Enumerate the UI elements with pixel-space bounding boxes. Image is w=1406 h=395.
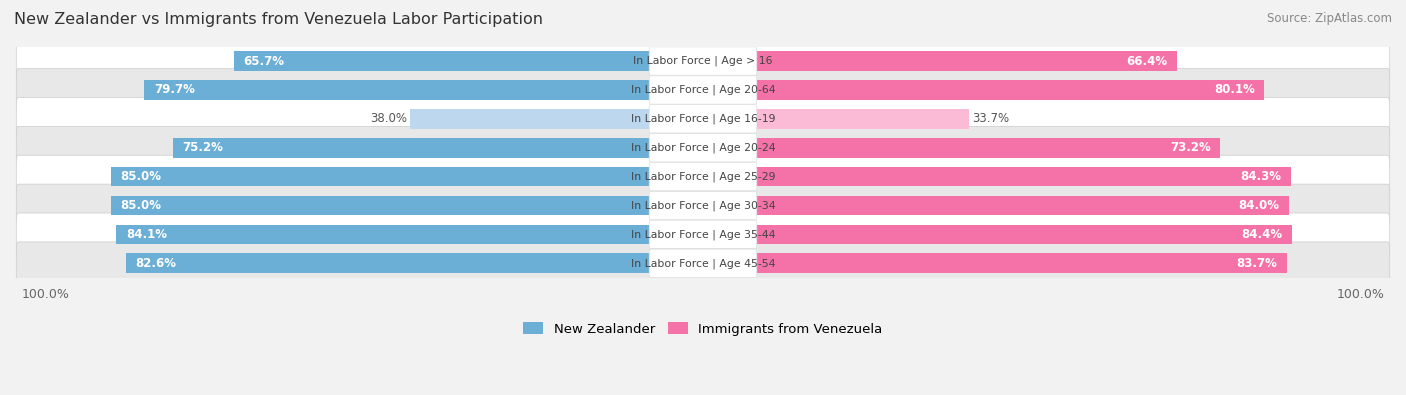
Bar	[754, 51, 1177, 71]
FancyBboxPatch shape	[17, 69, 1389, 111]
Text: Source: ZipAtlas.com: Source: ZipAtlas.com	[1267, 12, 1392, 25]
Text: In Labor Force | Age 35-44: In Labor Force | Age 35-44	[631, 229, 775, 240]
Bar	[754, 196, 1289, 215]
Bar	[145, 80, 652, 100]
Bar	[117, 225, 652, 244]
Bar	[173, 138, 652, 158]
Bar	[754, 225, 1292, 244]
Bar	[111, 167, 652, 186]
Text: In Labor Force | Age 20-64: In Labor Force | Age 20-64	[631, 85, 775, 95]
FancyBboxPatch shape	[17, 155, 1389, 198]
FancyBboxPatch shape	[650, 134, 756, 162]
Text: 84.0%: 84.0%	[1239, 199, 1279, 212]
Text: 85.0%: 85.0%	[120, 170, 162, 183]
Text: 38.0%: 38.0%	[370, 112, 406, 125]
Text: New Zealander vs Immigrants from Venezuela Labor Participation: New Zealander vs Immigrants from Venezue…	[14, 12, 543, 27]
FancyBboxPatch shape	[17, 184, 1389, 227]
FancyBboxPatch shape	[650, 220, 756, 248]
Text: 83.7%: 83.7%	[1237, 257, 1278, 270]
FancyBboxPatch shape	[17, 40, 1389, 83]
FancyBboxPatch shape	[17, 126, 1389, 169]
Bar	[411, 109, 652, 129]
FancyBboxPatch shape	[17, 213, 1389, 256]
Bar	[754, 254, 1286, 273]
Bar	[127, 254, 652, 273]
Text: In Labor Force | Age 16-19: In Labor Force | Age 16-19	[631, 114, 775, 124]
FancyBboxPatch shape	[650, 249, 756, 277]
Bar	[754, 138, 1220, 158]
Text: 80.1%: 80.1%	[1213, 83, 1254, 96]
Bar	[754, 167, 1291, 186]
Text: In Labor Force | Age > 16: In Labor Force | Age > 16	[633, 56, 773, 66]
Text: In Labor Force | Age 20-24: In Labor Force | Age 20-24	[631, 143, 775, 153]
Text: 84.1%: 84.1%	[127, 228, 167, 241]
Bar	[754, 109, 969, 129]
Text: 33.7%: 33.7%	[972, 112, 1010, 125]
FancyBboxPatch shape	[650, 191, 756, 220]
Bar	[233, 51, 652, 71]
Text: 84.4%: 84.4%	[1241, 228, 1282, 241]
Text: 85.0%: 85.0%	[120, 199, 162, 212]
Text: In Labor Force | Age 30-34: In Labor Force | Age 30-34	[631, 200, 775, 211]
Legend: New Zealander, Immigrants from Venezuela: New Zealander, Immigrants from Venezuela	[523, 322, 883, 336]
FancyBboxPatch shape	[650, 105, 756, 133]
FancyBboxPatch shape	[650, 162, 756, 191]
Bar	[754, 80, 1264, 100]
Text: 84.3%: 84.3%	[1240, 170, 1281, 183]
FancyBboxPatch shape	[17, 242, 1389, 285]
Text: 100.0%: 100.0%	[1337, 288, 1385, 301]
Text: 79.7%: 79.7%	[153, 83, 195, 96]
FancyBboxPatch shape	[17, 98, 1389, 140]
Text: 82.6%: 82.6%	[135, 257, 176, 270]
Text: In Labor Force | Age 25-29: In Labor Force | Age 25-29	[631, 171, 775, 182]
Text: 73.2%: 73.2%	[1170, 141, 1211, 154]
Bar	[111, 196, 652, 215]
Text: 100.0%: 100.0%	[21, 288, 69, 301]
Text: 66.4%: 66.4%	[1126, 55, 1167, 68]
Text: 75.2%: 75.2%	[183, 141, 224, 154]
Text: In Labor Force | Age 45-54: In Labor Force | Age 45-54	[631, 258, 775, 269]
Text: 65.7%: 65.7%	[243, 55, 284, 68]
FancyBboxPatch shape	[650, 76, 756, 104]
FancyBboxPatch shape	[650, 47, 756, 75]
